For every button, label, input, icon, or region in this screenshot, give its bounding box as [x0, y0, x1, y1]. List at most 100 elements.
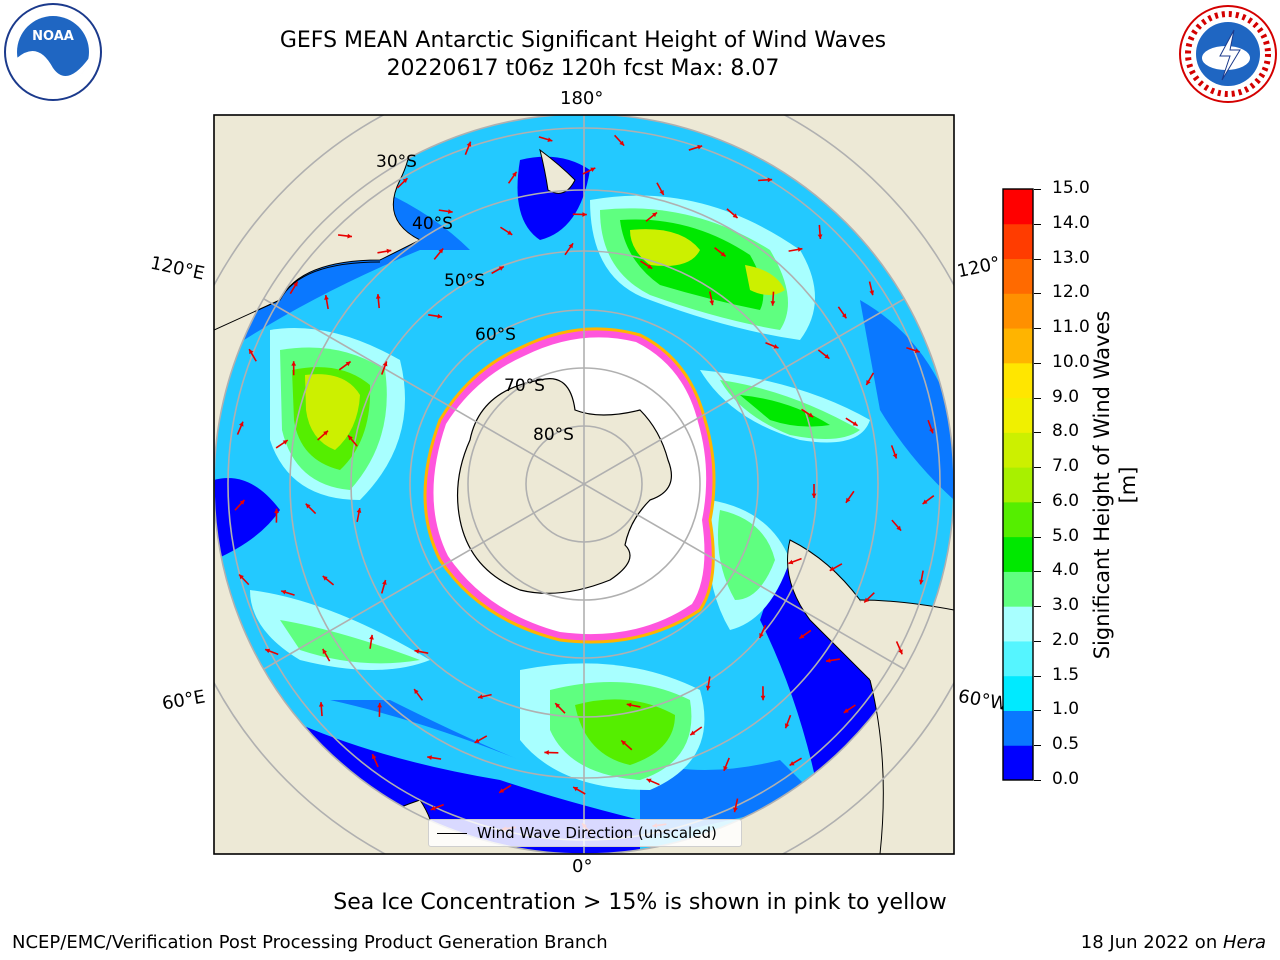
wind-arrow-head — [789, 761, 795, 766]
wind-arrow-head — [824, 354, 830, 359]
colorbar-segment — [1003, 501, 1033, 538]
wind-arrow-head — [555, 703, 561, 708]
lat-label-50s: 50°S — [444, 271, 485, 291]
colorbar-tick-mark — [1034, 606, 1041, 608]
wind-arrow-head — [386, 248, 392, 254]
wind-arrow-head — [896, 525, 902, 531]
wind-arrow-head — [573, 787, 579, 792]
wind-arrow-head — [829, 566, 835, 571]
nws-logo — [1178, 4, 1278, 108]
wind-arrow-head — [767, 177, 773, 183]
wind-arrow-head — [866, 379, 871, 385]
wind-arrow-head — [697, 144, 703, 150]
colorbar-tick-label: 5.0 — [1052, 525, 1080, 546]
colorbar-tick-mark — [1034, 710, 1041, 712]
wind-arrow-head — [372, 754, 377, 760]
colorbar-tick-mark — [1034, 432, 1041, 434]
lat-label-40s: 40°S — [412, 214, 453, 234]
colorbar-tick-label: 2.0 — [1052, 629, 1080, 650]
colorbar — [1002, 188, 1034, 781]
colorbar-segment — [1003, 571, 1033, 607]
wind-arrow-head — [720, 251, 726, 257]
wind-arrow-head — [239, 421, 244, 427]
colorbar-segment — [1003, 258, 1033, 294]
wind-arrow-head — [498, 266, 504, 271]
wind-arrow-head — [239, 574, 244, 580]
colorbar-tick-label: 7.0 — [1052, 456, 1080, 477]
colorbar-tick-label: 9.0 — [1052, 386, 1080, 407]
antarctica-landmass — [456, 378, 672, 594]
wind-arrow-head — [788, 559, 794, 565]
wind-arrow-head — [512, 171, 517, 177]
colorbar-segment — [1003, 362, 1033, 399]
wind-arrow-head — [852, 421, 858, 426]
wind-arrow-head — [797, 247, 803, 252]
wind-arrow-head — [914, 348, 920, 353]
wind-arrow-head — [770, 301, 776, 306]
wind-arrow-head — [621, 740, 627, 746]
colorbar-tick-label: 6.0 — [1052, 490, 1080, 511]
colorbar-tick-label: 3.0 — [1052, 595, 1080, 616]
colorbar-tick-mark — [1034, 189, 1041, 190]
wind-arrow-head — [293, 281, 298, 287]
wind-arrow-head — [547, 137, 553, 142]
colorbar-tick-label: 11.0 — [1052, 317, 1090, 338]
colorbar-tick-mark — [1034, 501, 1041, 503]
run-date-text: 18 Jun 2022 on — [1080, 932, 1223, 953]
wind-arrow-head — [733, 807, 738, 813]
wind-arrow-head — [447, 209, 453, 214]
wind-arrow-head — [249, 349, 254, 355]
wind-arrow-head — [356, 508, 362, 513]
lat-label-30s: 30°S — [376, 152, 417, 172]
wind-arrow-head — [477, 694, 483, 700]
map-title: GEFS MEAN Antarctic Significant Height o… — [279, 28, 887, 53]
wind-arrow-head — [324, 295, 329, 300]
colorbar-segment — [1003, 606, 1033, 642]
wind-arrow-head — [922, 499, 928, 505]
lat-label-80s: 80°S — [533, 425, 574, 445]
colorbar-tick-mark — [1034, 640, 1041, 642]
wind-arrow-head — [322, 576, 328, 581]
wind-arrow-head — [659, 189, 664, 195]
wind-arrow-head — [430, 805, 436, 811]
colorbar-tick-mark — [1034, 571, 1041, 573]
wind-arrow-head — [281, 589, 287, 595]
wind-arrow-head — [305, 503, 311, 509]
wind-arrow-head — [826, 658, 831, 663]
colorbar-tick-label: 15.0 — [1052, 178, 1090, 198]
wind-arrow-head — [382, 580, 387, 585]
wind-arrow-head — [590, 167, 596, 172]
wind-arrow-head — [414, 649, 420, 654]
wind-arrow-head — [784, 723, 790, 729]
colorbar-tick-mark — [1034, 328, 1041, 330]
wind-arrow-head — [723, 765, 728, 771]
wind-arrow-head — [274, 508, 279, 514]
lat-label-60s: 60°S — [475, 325, 516, 345]
wind-arrow-head — [369, 634, 374, 640]
colorbar-segment — [1003, 710, 1033, 746]
colorbar-tick-label: 13.0 — [1052, 247, 1090, 268]
wind-arrow-head — [799, 633, 805, 639]
colorbar-segment — [1003, 745, 1033, 781]
colorbar-segment — [1003, 328, 1033, 364]
wind-arrow-head — [690, 730, 696, 736]
wind-arrow-head — [843, 708, 849, 713]
wind-arrow-head — [414, 689, 419, 695]
wind-arrow-head — [929, 428, 934, 434]
wind-arrow-head — [347, 233, 352, 239]
wind-arrow-head — [705, 685, 711, 691]
colorbar-tick-mark — [1034, 536, 1041, 538]
wind-arrow-head — [760, 695, 766, 701]
lat-label-70s: 70°S — [504, 376, 545, 396]
wind-arrow-head — [507, 230, 513, 235]
wind-arrow-head — [568, 243, 574, 249]
colorbar-tick-mark — [1034, 258, 1041, 260]
wind-arrow-head — [619, 140, 625, 146]
wind-arrow-head — [377, 702, 383, 708]
producer-credit: NCEP/EMC/Verification Post Processing Pr… — [12, 932, 608, 953]
wind-arrow-head — [626, 702, 632, 708]
colorbar-label: Significant Height of Wind Waves [m] — [1090, 310, 1140, 660]
map-frame — [213, 114, 955, 855]
colorbar-segment — [1003, 432, 1033, 468]
